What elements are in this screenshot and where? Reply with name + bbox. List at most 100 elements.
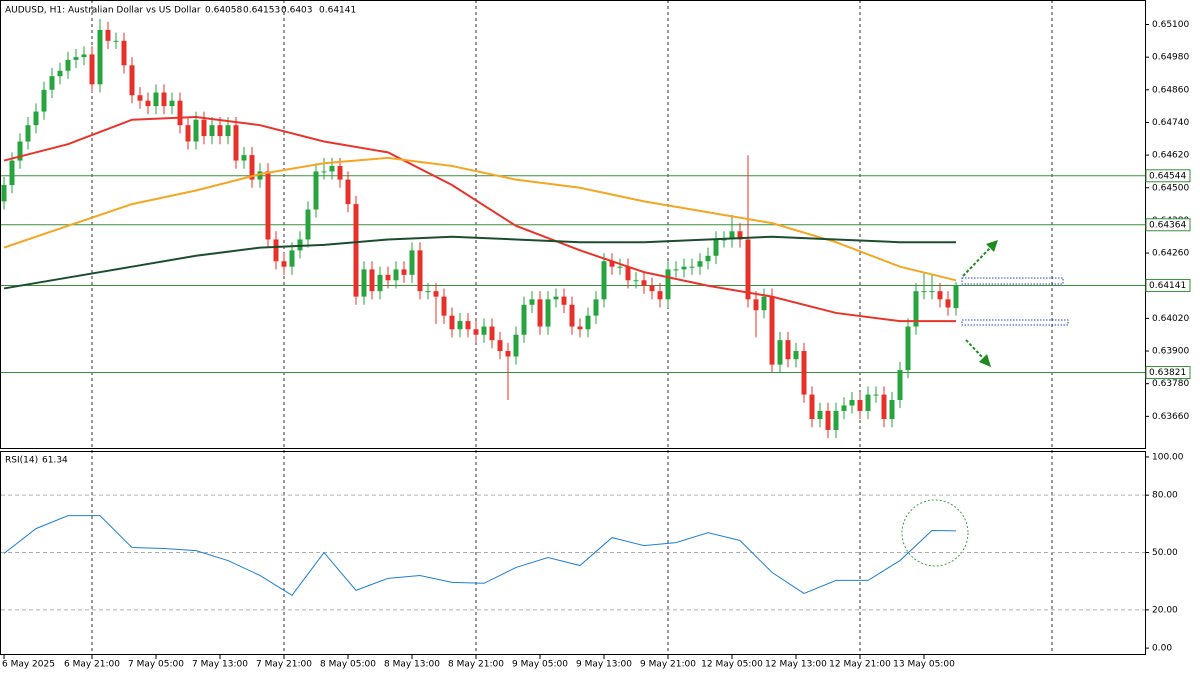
candle-body — [225, 125, 231, 137]
y-tick-label: 0.64980 — [1152, 53, 1189, 63]
candle-body — [465, 321, 471, 330]
candle-body — [209, 125, 215, 137]
candle-body — [25, 125, 31, 142]
candle-body — [761, 296, 767, 311]
candle-body — [337, 165, 343, 180]
candle-body — [105, 29, 111, 41]
level-label: 0.63821 — [1149, 368, 1186, 378]
candle-body — [297, 239, 303, 251]
candle-body — [633, 280, 639, 282]
x-tick-label: 9 May 13:00 — [576, 660, 632, 670]
candle-body — [449, 315, 455, 330]
candle-body — [521, 304, 527, 335]
candle-body — [721, 239, 727, 241]
candle-body — [681, 266, 687, 270]
candle-body — [561, 296, 567, 305]
candle-body — [553, 296, 559, 300]
arrow-down — [965, 339, 984, 359]
candle-body — [57, 70, 63, 77]
candle-body — [81, 54, 87, 58]
candle-body — [753, 299, 759, 311]
candle-body — [233, 125, 239, 161]
candle-body — [953, 285, 959, 309]
candle-body — [49, 76, 55, 90]
candle-body — [281, 261, 287, 267]
candle-body — [665, 269, 671, 300]
candle-body — [481, 326, 487, 335]
candle-body — [793, 351, 799, 360]
candle-body — [305, 209, 311, 240]
candle-body — [257, 171, 263, 180]
candle-body — [577, 326, 583, 330]
candle-body — [825, 410, 831, 430]
candle-body — [137, 95, 143, 101]
candle-body — [713, 239, 719, 256]
candle-body — [617, 266, 623, 268]
level-label: 0.64544 — [1149, 171, 1186, 181]
candle-body — [129, 65, 135, 96]
candle-body — [513, 334, 519, 357]
candle-body — [769, 296, 775, 365]
candle-body — [393, 269, 399, 281]
last-open: 0.64058 — [205, 6, 242, 16]
moving-average — [3, 235, 956, 290]
candle-body — [217, 125, 223, 137]
candle-body — [649, 285, 655, 292]
candle-body — [193, 119, 199, 142]
x-tick-label: 6 May 21:00 — [64, 660, 120, 670]
x-tick-label: 8 May 21:00 — [448, 660, 504, 670]
candle-body — [889, 400, 895, 420]
candle-body — [849, 400, 855, 406]
candle-body — [65, 59, 71, 71]
candle-body — [17, 141, 23, 161]
level-label-box — [1145, 218, 1191, 232]
candle-body — [609, 261, 615, 267]
candle-body — [89, 54, 95, 85]
candle-body — [409, 250, 415, 275]
candle-body — [97, 29, 103, 85]
candle-body — [33, 111, 39, 126]
candle-body — [497, 340, 503, 352]
candle-body — [161, 92, 167, 107]
y-tick-label: 0.63780 — [1152, 379, 1189, 389]
level-label: 0.64364 — [1149, 220, 1186, 230]
candle-body — [145, 100, 151, 107]
candle-body — [417, 250, 423, 292]
candle-body — [697, 261, 703, 267]
candle-body — [113, 40, 119, 42]
annotations — [91, 0, 1069, 655]
y-tick-label: 20.00 — [1152, 605, 1178, 615]
candle-body — [601, 261, 607, 300]
x-tick-label: 12 May 13:00 — [765, 660, 827, 670]
zone-box — [961, 319, 1069, 326]
zone-box — [961, 277, 1064, 285]
x-tick-label: 12 May 21:00 — [829, 660, 891, 670]
candle-body — [353, 204, 359, 297]
candle-body — [177, 100, 183, 126]
candle-body — [185, 125, 191, 142]
level-label-box — [1145, 278, 1191, 292]
chart-title: AUDUSD, H1: Australian Dollar vs US Doll… — [5, 6, 201, 16]
level-label-box — [1145, 366, 1191, 380]
candle-body — [473, 329, 479, 335]
candle-body — [321, 171, 327, 173]
level-label-box — [1145, 169, 1191, 183]
candle-body — [433, 291, 439, 297]
candle-body — [625, 266, 631, 281]
y-tick-label: 80.00 — [1152, 491, 1178, 501]
candle-body — [1, 185, 7, 202]
candle-body — [777, 340, 783, 365]
candle-body — [593, 299, 599, 316]
candle-body — [505, 351, 511, 357]
candle-body — [249, 155, 255, 180]
candle-body — [537, 299, 543, 327]
x-tick-label: 8 May 05:00 — [320, 660, 376, 670]
candle-body — [265, 171, 271, 240]
candle-body — [905, 326, 911, 371]
candle-body — [401, 269, 407, 275]
candle-body — [9, 160, 15, 186]
candle-body — [585, 315, 591, 330]
x-tick-label: 13 May 05:00 — [893, 660, 955, 670]
